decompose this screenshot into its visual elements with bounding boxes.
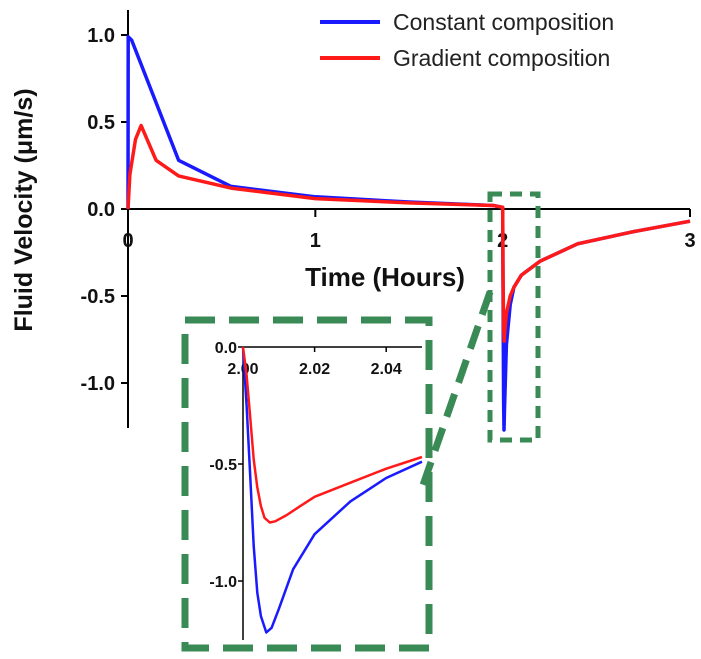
- x-axis-title: Time (Hours): [305, 262, 465, 292]
- legend-label: Constant composition: [393, 9, 614, 35]
- y-tick-label: -1.0: [81, 373, 115, 395]
- series-line-gradient: [126, 123, 691, 343]
- y-tick-label: 0.5: [87, 112, 115, 134]
- inset-frame: [181, 316, 433, 652]
- x-tick-label: 0: [122, 230, 133, 252]
- y-tick-label: 1.0: [87, 25, 115, 47]
- inset-series-line-gradient: [241, 346, 423, 524]
- inset-plot-series: [241, 346, 423, 634]
- inset-y-tick-label: -1.0: [209, 574, 237, 591]
- inset-x-tick-label: 2.02: [299, 361, 330, 378]
- inset-y-tick-label: 0.0: [215, 340, 237, 357]
- x-tick-label: 1: [310, 230, 321, 252]
- x-tick-label: 3: [684, 230, 695, 252]
- zoom-region-box: [487, 191, 541, 443]
- inset-plot-axes: 0.0 -0.5 -1.0 2.00 2.02 2.04: [209, 340, 422, 640]
- legend-label: Gradient composition: [393, 45, 610, 71]
- inset-x-tick-label: 2.04: [371, 361, 402, 378]
- inset-x-tick-label: 2.00: [227, 361, 258, 378]
- series-line-constant: [126, 34, 691, 432]
- legend: Constant composition Gradient composition: [320, 9, 614, 71]
- main-plot-series: [126, 34, 691, 432]
- inset-y-tick-label: -0.5: [209, 457, 237, 474]
- zoom-highlight: [181, 191, 541, 652]
- y-tick-label: 0.0: [87, 199, 115, 221]
- inset-series-line-constant: [241, 346, 423, 634]
- y-axis-title: Fluid Velocity (μm/s): [10, 88, 38, 331]
- main-plot-axes: 1.00.50.0-0.5-1.00 1 2 3: [81, 10, 696, 428]
- y-tick-label: -0.5: [81, 286, 115, 308]
